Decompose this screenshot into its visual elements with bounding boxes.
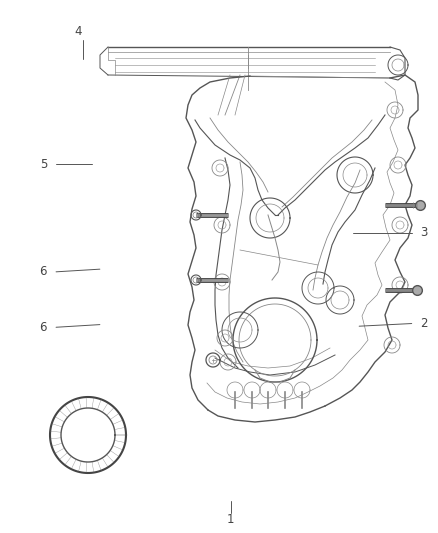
Text: 3: 3 <box>420 227 427 239</box>
Text: 6: 6 <box>39 321 47 334</box>
Text: 2: 2 <box>420 317 428 330</box>
Text: 6: 6 <box>39 265 47 278</box>
Text: 5: 5 <box>40 158 47 171</box>
Text: 1: 1 <box>227 513 235 526</box>
Text: 4: 4 <box>74 26 82 38</box>
